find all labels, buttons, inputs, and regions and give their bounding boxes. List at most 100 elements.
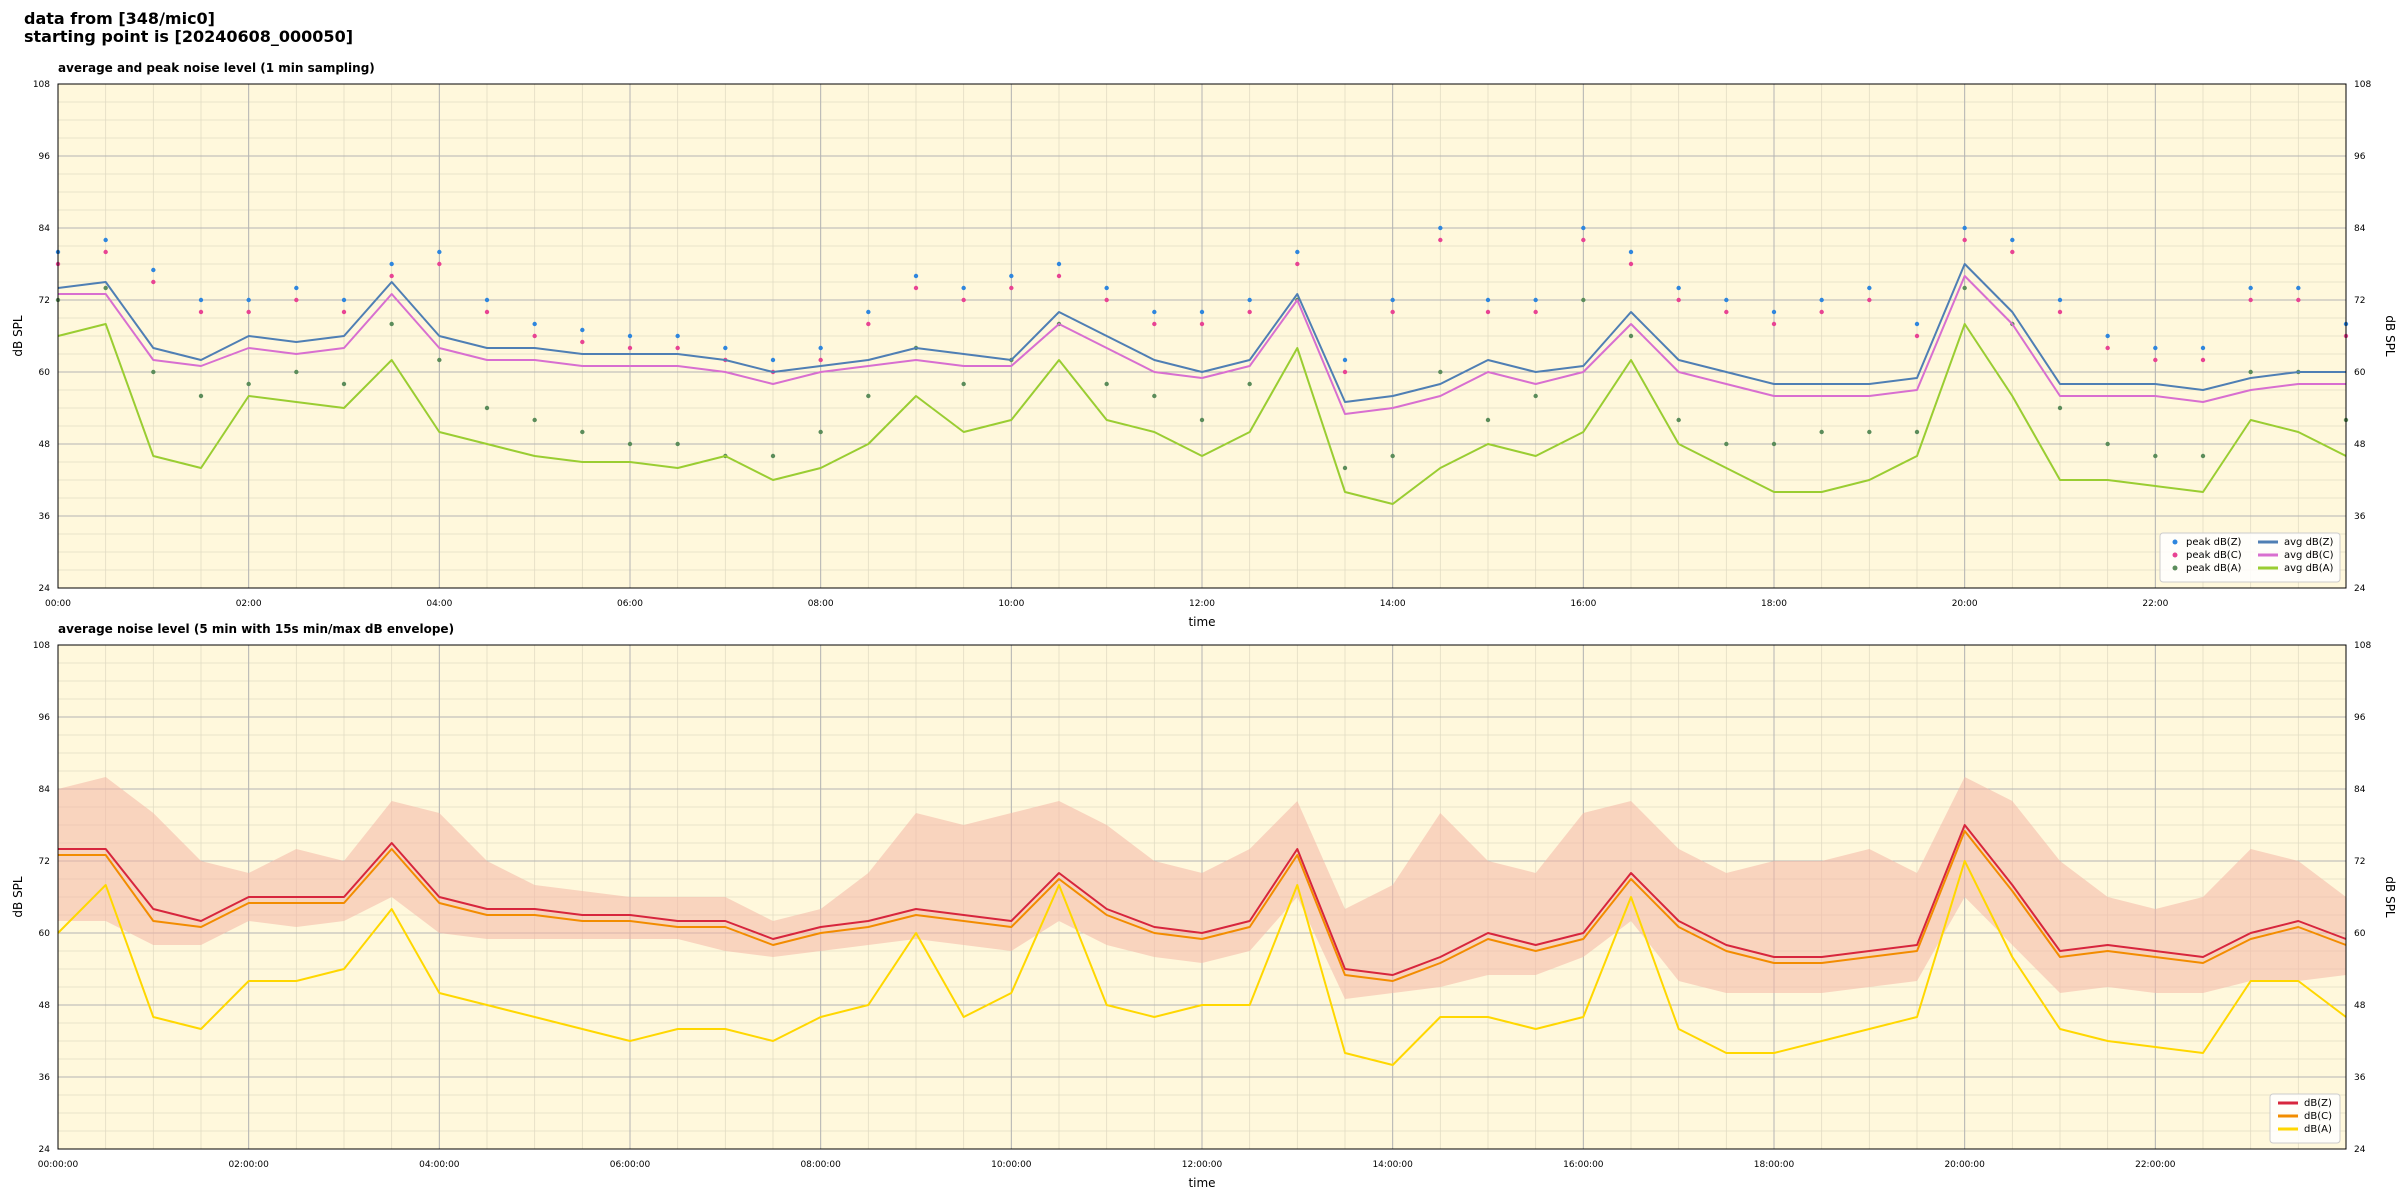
data-point [2200,345,2206,351]
series-db-z-line [58,824,2347,976]
y-tick-label-left: 24 [39,584,51,594]
series-db-a-line [57,860,2347,1066]
data-point [1152,309,1157,315]
data-point [1009,285,1014,291]
data-point [1628,261,1634,267]
data-point [1581,225,1586,231]
data-point [1581,237,1586,243]
data-point [1104,297,1109,303]
legend-box [2269,1093,2341,1144]
data-point [2105,441,2110,447]
series-db-c-line [58,830,2347,982]
data-point [1819,309,1824,315]
data-point [341,309,347,315]
data-point [1819,297,1824,303]
data-point [961,285,966,291]
data-point [484,297,490,303]
header-source-line: data from [348/mic0] [24,9,215,28]
y-tick-label-left: 36 [39,512,51,522]
data-point [1771,309,1777,315]
y-tick-label-right: 60 [2354,929,2366,939]
data-point [1628,249,1634,255]
data-point [1295,249,1300,255]
data-point [2296,285,2301,291]
data-point [913,285,919,291]
data-point [437,261,442,267]
data-point [1867,429,1872,435]
data-point [1438,225,1443,231]
legend-marker [2172,565,2178,571]
x-tick-label: 08:00 [808,599,834,609]
data-point [2200,453,2206,459]
y-axis-label-right: dB SPL [2383,315,2397,357]
data-point [1724,441,1729,447]
legend: dB(Z) dB(C) dB(A) [2269,1093,2341,1144]
y-tick-label-left: 60 [39,368,51,378]
data-point [580,327,585,333]
legend-label: dB(Z) [2304,1098,2332,1109]
data-point [1199,417,1205,423]
data-point [1819,429,1824,435]
data-point [389,321,394,327]
legend-label: dB(C) [2304,1111,2332,1122]
data-point [341,297,347,303]
data-point [1247,297,1252,303]
data-point [1009,273,1014,279]
data-point [1342,357,1348,363]
y-tick-label-right: 72 [2354,296,2365,306]
data-point [2057,309,2063,315]
data-point [1342,369,1348,375]
x-tick-label: 04:00 [426,599,452,609]
x-tick-label: 18:00 [1761,599,1787,609]
y-tick-label-left: 96 [39,152,51,162]
x-tick-label: 22:00 [2142,599,2168,609]
data-point [1056,261,1062,267]
data-point [1199,321,1205,327]
data-point [198,297,204,303]
y-tick-label-right: 108 [2354,641,2371,651]
data-point [1676,297,1681,303]
data-point [1247,381,1252,387]
y-tick-label-left: 108 [33,80,50,90]
legend: peak dB(Z) peak dB(C) peak dB(A) avg dB(Z) a… [2159,532,2341,583]
data-point [2010,237,2015,243]
data-point [2057,405,2063,411]
legend-label: avg dB(C) [2284,550,2334,561]
y-tick-label-left: 48 [39,1001,51,1011]
data-point [1438,369,1443,375]
x-tick-label: 16:00:00 [1563,1160,1604,1170]
data-point [627,345,633,351]
data-point [151,279,156,285]
data-point [1438,237,1443,243]
x-axis-label: time [1188,615,1215,629]
data-point [1914,321,1920,327]
data-point [818,357,823,363]
data-point [2248,297,2253,303]
y-tick-label-left: 72 [39,296,50,306]
data-point [723,345,728,351]
x-tick-label: 18:00:00 [1754,1160,1795,1170]
data-point [437,249,442,255]
legend-label: dB(A) [2304,1124,2332,1135]
data-point [1390,453,1395,459]
data-point [294,297,299,303]
x-tick-label: 08:00:00 [800,1160,841,1170]
x-axis-label: time [1188,1176,1215,1190]
data-point [818,429,823,435]
legend-label: avg dB(A) [2284,563,2334,574]
series-peak-db-c-points [55,237,2349,375]
panel-average-envelope: 24 24 36 36 48 48 60 60 72 72 84 84 96 96 108 108 00:00:… [11,622,2397,1190]
y-tick-label-left: 24 [39,1145,51,1155]
data-point [2153,357,2158,363]
data-point [1485,297,1491,303]
y-tick-label-right: 96 [2354,713,2366,723]
y-tick-label-right: 72 [2354,857,2365,867]
data-point [1295,261,1300,267]
y-axis-label-left: dB SPL [11,876,25,918]
data-point [1771,441,1777,447]
data-point [580,339,585,345]
x-tick-label: 20:00:00 [1944,1160,1985,1170]
x-tick-label: 06:00 [617,599,643,609]
data-point [1533,297,1538,303]
data-point [389,261,394,267]
